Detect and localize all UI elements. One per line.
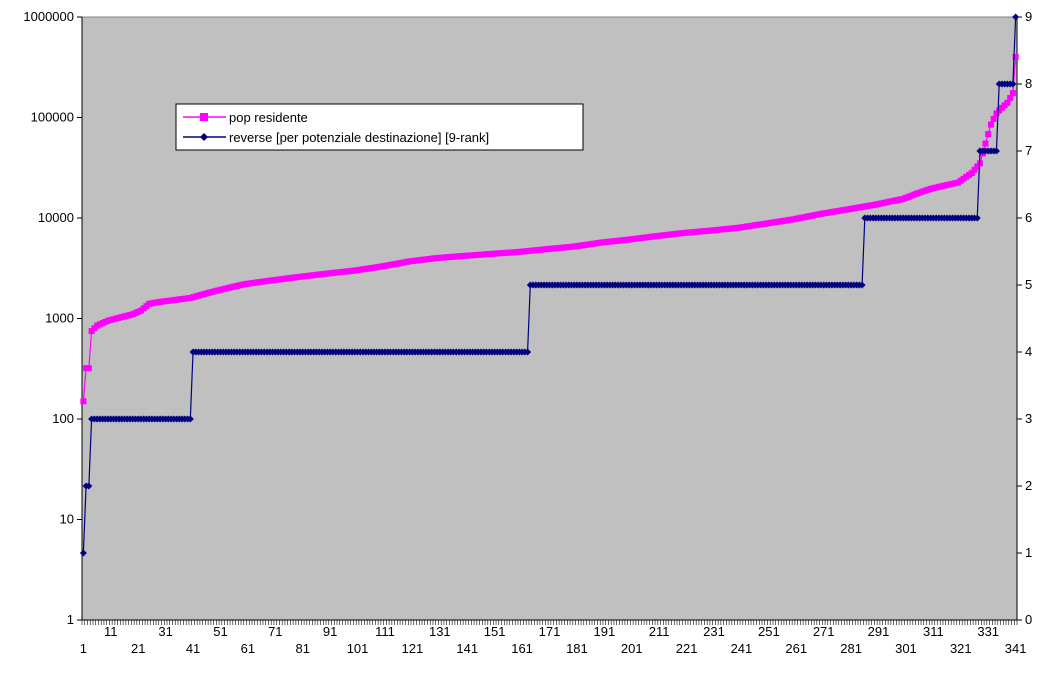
x-tick-label: 91 [323,624,337,639]
right-tick-label: 1 [1025,545,1032,560]
x-tick-label: 141 [456,641,478,656]
series-layer [79,13,1020,557]
data-point [973,214,981,222]
left-y-axis: 1 10 100 1000 10000 100000 1000000 [23,9,83,627]
x-tick-label: 191 [593,624,615,639]
right-tick-label: 2 [1025,478,1032,493]
right-tick-label: 9 [1025,9,1032,24]
data-point [186,415,194,423]
data-point [858,281,866,289]
x-tick-label: 71 [268,624,282,639]
x-tick-label: 201 [621,641,643,656]
x-tick-label: 31 [158,624,172,639]
right-tick-label: 3 [1025,411,1032,426]
legend: pop residente reverse [per potenziale de… [175,103,584,151]
x-tick-label: 161 [511,641,533,656]
right-tick-label: 8 [1025,76,1032,91]
left-tick-label: 1 [67,612,74,627]
data-point [990,115,997,122]
x-tick-label: 81 [295,641,309,656]
legend-marker-pop [200,113,208,121]
data-point [985,131,992,138]
data-point [1009,80,1017,88]
legend-label-reverse: reverse [per potenziale destinazione] [9… [229,130,489,145]
data-point [80,398,87,405]
x-tick-label: 41 [186,641,200,656]
data-point [968,170,975,177]
x-tick-label: 221 [676,641,698,656]
x-tick-label: 251 [758,624,780,639]
series-1 [79,13,1020,557]
x-tick-label: 171 [539,624,561,639]
x-tick-label: 341 [1005,641,1027,656]
right-tick-label: 0 [1025,612,1032,627]
x-tick-label: 121 [402,641,424,656]
data-point [982,140,989,147]
legend-label-pop: pop residente [229,110,308,125]
x-tick-label: 21 [131,641,145,656]
data-point [974,163,981,170]
x-tick-label: 291 [868,624,890,639]
data-point [79,549,87,557]
x-tick-label: 331 [977,624,999,639]
right-tick-label: 4 [1025,344,1032,359]
x-tick-label: 151 [484,624,506,639]
legend-marker-reverse [200,133,208,141]
left-tick-label: 100 [52,411,74,426]
x-tick-label: 51 [213,624,227,639]
x-tick-label: 241 [731,641,753,656]
x-tick-label: 1 [80,641,87,656]
legend-box [175,103,584,151]
x-tick-label: 61 [241,641,255,656]
x-tick-label: 131 [429,624,451,639]
data-point [524,348,532,356]
x-tick-label: 111 [375,624,395,639]
left-tick-label: 1000 [45,311,74,326]
x-tick-label: 271 [813,624,835,639]
x-tick-label: 321 [950,641,972,656]
x-axis: 1112131415161718191101111121131141151161… [80,619,1027,656]
x-tick-label: 281 [840,641,862,656]
data-point [992,147,1000,155]
data-point [85,365,92,372]
x-tick-label: 311 [923,624,944,639]
right-y-axis: 0 1 2 3 4 5 6 7 8 9 [1016,9,1032,627]
left-tick-label: 100000 [31,110,74,125]
x-tick-label: 231 [703,624,725,639]
left-tick-label: 10 [60,512,74,527]
right-tick-label: 5 [1025,277,1032,292]
x-tick-label: 11 [104,624,118,639]
data-point [85,482,93,490]
data-point [1009,90,1016,97]
data-point [1012,13,1020,21]
x-tick-label: 211 [649,624,670,639]
x-tick-label: 181 [566,641,588,656]
x-tick-label: 101 [347,641,369,656]
x-tick-label: 301 [895,641,917,656]
left-tick-label: 1000000 [23,9,74,24]
left-tick-label: 10000 [38,210,74,225]
x-tick-label: 261 [785,641,807,656]
x-tick-marks [81,620,1018,625]
data-point [971,166,978,173]
right-tick-label: 6 [1025,210,1032,225]
data-point [1007,94,1014,101]
data-point [1012,53,1019,60]
data-point [1004,99,1011,106]
right-tick-label: 7 [1025,143,1032,158]
data-point [987,121,994,128]
